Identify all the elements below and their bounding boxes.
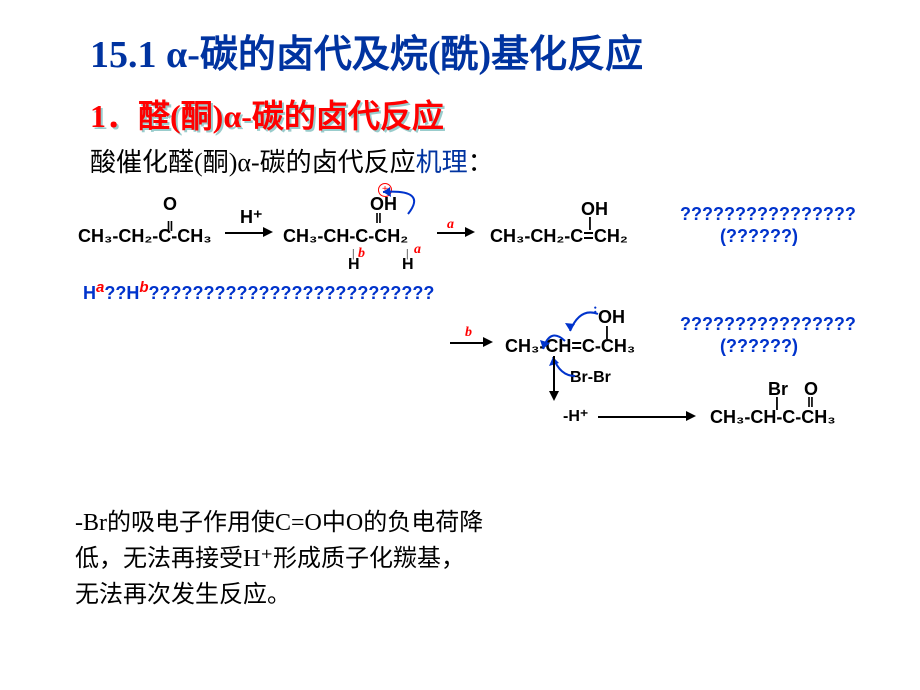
mech-mid: 酮	[203, 148, 229, 177]
mech-suffix: α-碳的卤代反应	[237, 148, 415, 177]
down-arrow-1	[553, 356, 559, 401]
catalyst-h-plus: H⁺	[240, 207, 263, 228]
arrow-3-head	[483, 337, 493, 347]
arrow-1-head	[263, 227, 273, 237]
reaction-diagram: O ‖ CH₃-CH₂-C-CH₃ H⁺ + OH ‖ CH₃-CH-C-CH₂…	[0, 184, 920, 434]
h-a: H	[402, 256, 414, 274]
question-line: Ha??HbH^a??H^b??????????????????????????…	[83, 279, 434, 304]
enol-a-formula: CH₃-CH₂-C=CH₂	[490, 226, 628, 247]
title-text: 15.1 α-碳的卤代及烷(酰)基化反应	[90, 34, 643, 76]
enol-a-OH: OH	[581, 199, 608, 220]
subtitle-text: 醛(酮)α-碳的卤代反应	[138, 98, 444, 134]
comment-a-line2: (??????)	[720, 226, 798, 247]
mech-prefix: 酸催化醛	[90, 148, 194, 177]
comment-b-line1: ????????????????	[680, 314, 856, 335]
mech-open: (	[194, 148, 203, 177]
body-text-content: -Br的吸电子作用使C=O中O的负电荷降低，无法再接受H⁺形成质子化羰基，无法再…	[75, 510, 483, 608]
product-formula: CH₃-CH-C-CH₃	[710, 407, 836, 428]
arrow-4-head	[686, 411, 696, 421]
mech-highlight: 机理	[416, 148, 468, 177]
mechanism-line: 酸催化醛(酮)α-碳的卤代反应机理：	[0, 142, 920, 184]
deprotonation: -H⁺	[563, 406, 588, 426]
comment-b-line2: (??????)	[720, 336, 798, 357]
arrow-1	[225, 232, 265, 234]
body-text: -Br的吸电子作用使C=O中O的负电荷降低，无法再接受H⁺形成质子化羰基，无法再…	[75, 505, 485, 613]
arrow-2	[437, 232, 467, 234]
slide-title: 15.1 α-碳的卤代及烷(酰)基化反应	[0, 0, 920, 86]
mech-colon: ：	[468, 148, 494, 177]
arrow-a-label: a	[447, 217, 454, 233]
label-b-under: b	[358, 246, 365, 262]
br-arrow-up	[545, 354, 585, 384]
subtitle-number: 1．	[90, 98, 138, 134]
arrow-3	[450, 342, 485, 344]
arrow-4	[598, 416, 688, 418]
subtitle: 1．醛(酮)α-碳的卤代反应	[0, 86, 920, 142]
arrow-2-head	[465, 227, 475, 237]
arrow-b-label: b	[465, 325, 472, 341]
comment-a-line1: ????????????????	[680, 204, 856, 225]
label-a-right: a	[414, 242, 421, 258]
intermediate-formula: CH₃-CH-C-CH₂	[283, 226, 408, 247]
curved-arrow-1	[378, 184, 438, 224]
reactant-formula: CH₃-CH₂-C-CH₃	[78, 226, 212, 247]
